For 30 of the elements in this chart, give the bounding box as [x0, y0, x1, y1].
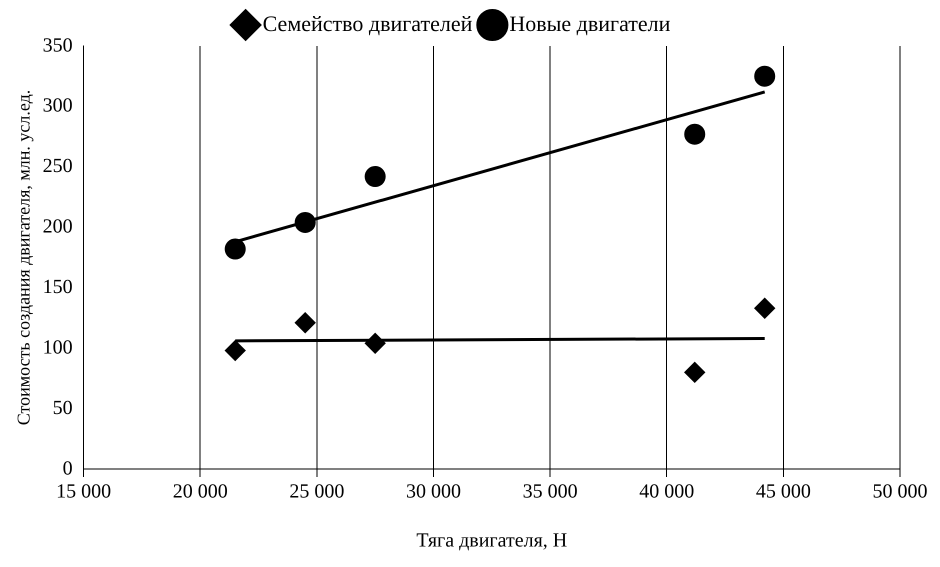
- point: [364, 332, 386, 354]
- y-tick-label: 250: [42, 155, 73, 178]
- y-tick-label: 350: [42, 34, 73, 56]
- point: [294, 312, 316, 334]
- y-axis-title: Стоимость создания двигателя, млн. усл.ед.: [14, 90, 34, 426]
- x-tick-label: 15 000: [56, 480, 112, 502]
- y-tick-label: 300: [42, 94, 73, 117]
- x-axis-title: Тяга двигателя, Н: [416, 529, 568, 552]
- x-tick-label: 50 000: [872, 480, 928, 502]
- point: [754, 298, 776, 319]
- x-tick-label: 45 000: [756, 480, 811, 502]
- y-tick-label: 0: [62, 457, 73, 480]
- point: [364, 166, 386, 188]
- point: [224, 238, 246, 260]
- legend-label: Новые двигатели: [509, 10, 671, 36]
- x-tick-label: 35 000: [522, 480, 578, 502]
- point: [224, 340, 246, 362]
- y-tick-label: 150: [42, 276, 73, 298]
- x-tick-label: 25 000: [289, 480, 344, 502]
- x-tick-label: 40 000: [639, 480, 694, 502]
- x-tick-label: 20 000: [172, 480, 228, 502]
- point: [684, 124, 706, 145]
- y-tick-label: 100: [42, 336, 73, 358]
- point: [754, 66, 776, 87]
- y-tick-label: 50: [52, 396, 73, 419]
- legend-label: Семейство двигателей: [262, 10, 473, 36]
- point: [294, 212, 316, 233]
- point: [684, 362, 706, 383]
- x-tick-label: 30 000: [406, 480, 461, 502]
- y-tick-label: 200: [42, 216, 73, 238]
